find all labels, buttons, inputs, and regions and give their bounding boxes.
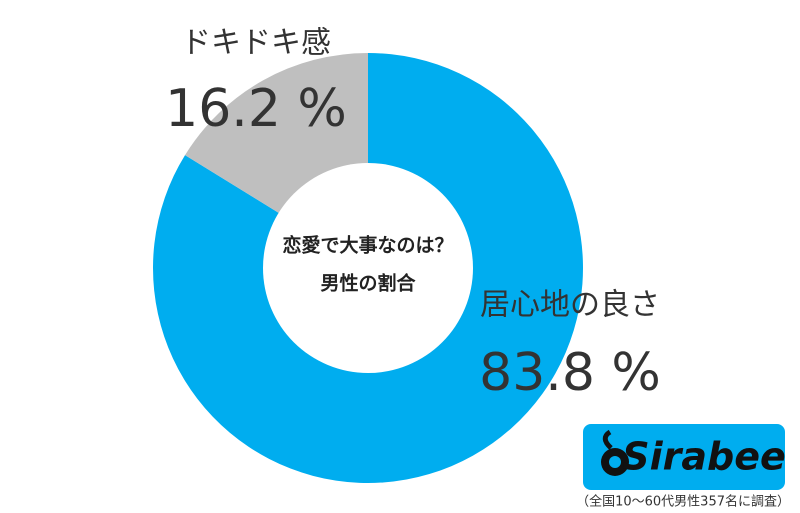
category-label: 居心地の良さ bbox=[480, 288, 660, 323]
chart-title: 恋愛で大事なのは？ bbox=[282, 234, 453, 257]
donut-hole bbox=[263, 163, 473, 373]
chart-subtitle: 男性の割合 bbox=[320, 272, 416, 295]
logo-icon-hole bbox=[609, 456, 621, 468]
value-label: 16.2 % bbox=[165, 79, 347, 139]
logo-text: Sirabee bbox=[622, 435, 786, 479]
value-label: 83.8 % bbox=[479, 343, 661, 403]
category-label: ドキドキ感 bbox=[181, 26, 331, 61]
logo-icon-tail bbox=[602, 429, 613, 450]
footnote: （全国10～60代男性357名に調査） bbox=[576, 494, 790, 510]
logo-box bbox=[583, 424, 785, 490]
